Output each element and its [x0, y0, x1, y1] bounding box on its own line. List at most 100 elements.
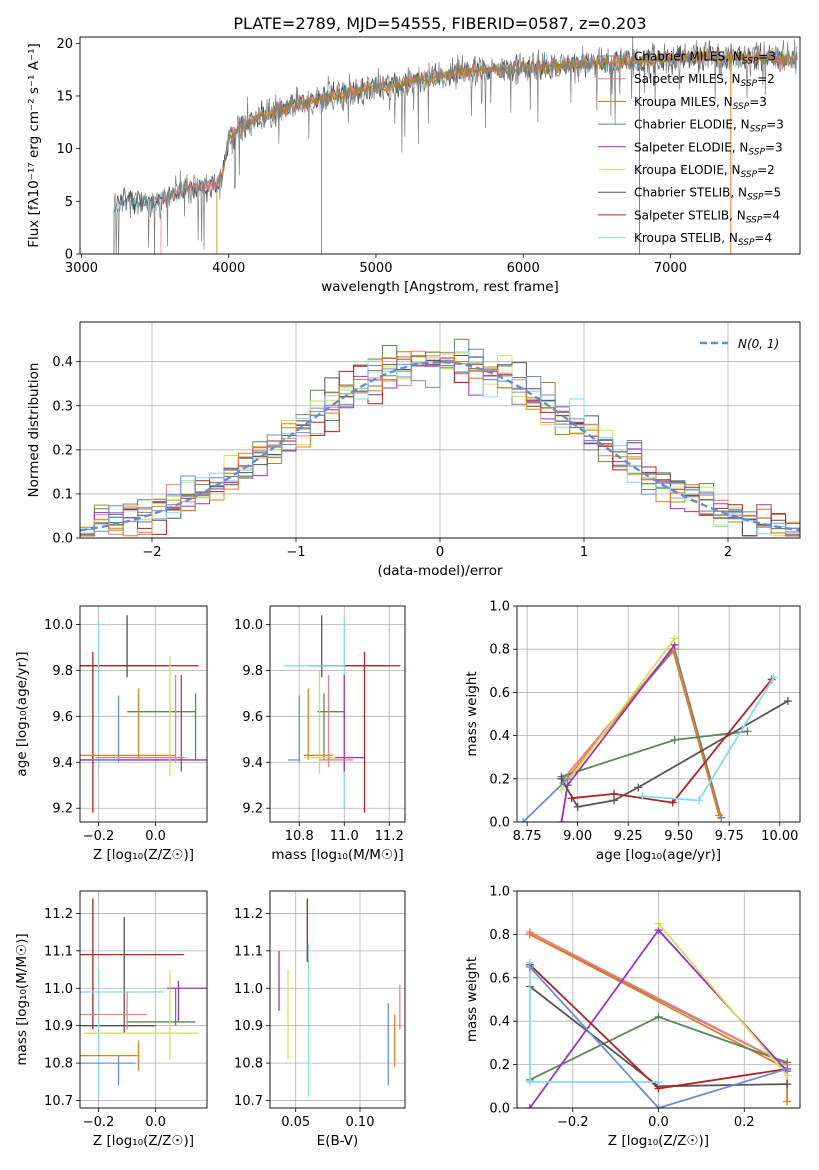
- y-tick-label: 9.6: [52, 710, 73, 725]
- weight-point: [654, 1077, 663, 1086]
- weight-point: [525, 930, 534, 939]
- y-axis-label: mass weight: [464, 671, 480, 756]
- weight-point: [670, 634, 679, 643]
- x-tick-label: 6000: [507, 261, 540, 276]
- panel-mass-weight-vs-age: 8.75 9.00 9.25 9.50 9.75 10.00 0.0 0.2 0.4 0.6 0.8…: [464, 600, 801, 863]
- y-tick-label: 0.4: [489, 729, 510, 744]
- x-tick-label: 0: [436, 545, 444, 560]
- panel-mass-vs-E(B-V): 0.05 0.10 10.7 10.8 10.9 11.0 11.1 11.2 E(B-V): [234, 890, 406, 1149]
- weight-point: [715, 811, 724, 820]
- legend-entry: Chabrier MILES, NSSP=3: [634, 50, 776, 67]
- y-tick-label: 0.0: [489, 1102, 510, 1117]
- axes-frame: [269, 890, 406, 1109]
- weight-point: [783, 1080, 792, 1089]
- weight-point: [783, 1064, 792, 1073]
- axes-frame: [269, 605, 406, 823]
- x-axis-label: wavelength [Angstrom, rest frame]: [321, 279, 559, 295]
- x-axis-label: mass [log₁₀(M/M☉)]: [271, 847, 403, 863]
- y-tick-label: 0.1: [52, 487, 73, 502]
- y-axis-label: Flux [fλ10⁻¹⁷ erg cm⁻² s⁻¹ A⁻¹]: [26, 43, 42, 248]
- y-tick-label: 10.7: [234, 1094, 263, 1109]
- y-tick-label: 10.9: [234, 1019, 263, 1034]
- weight-point: [557, 818, 566, 822]
- panel-age-vs-metallicity: −0.2 0.0 9.2 9.4 9.6 9.8 10.0 Z [log₁₀(Z/Z☉)] ag…: [14, 605, 208, 863]
- x-tick-label: 0.10: [346, 1115, 375, 1130]
- y-tick-label: 10.9: [44, 1019, 73, 1034]
- y-tick-label: 10: [56, 142, 73, 157]
- weight-line: [522, 778, 569, 822]
- x-tick-label: 10.00: [761, 829, 798, 844]
- weight-point: [563, 774, 572, 783]
- weight-point: [567, 794, 576, 803]
- y-tick-label: 0.2: [489, 1058, 510, 1073]
- y-tick-label: 11.2: [234, 907, 263, 922]
- weight-line: [560, 637, 676, 791]
- y-tick-label: 0.8: [489, 643, 510, 658]
- x-tick-label: 11.0: [330, 829, 359, 844]
- y-tick-label: 0.0: [489, 816, 510, 831]
- y-tick-label: 0: [65, 248, 73, 263]
- spectrum-legend: Chabrier MILES, NSSP=3 Salpeter MILES, NS…: [598, 50, 784, 248]
- y-tick-label: 9.8: [52, 664, 73, 679]
- x-tick-label: 0.0: [145, 1115, 166, 1130]
- spectrum-line: [113, 37, 798, 254]
- y-tick-label: 1.0: [489, 600, 510, 615]
- y-tick-label: 0.4: [489, 1015, 510, 1030]
- legend-entry: Chabrier STELIB, NSSP=5: [634, 186, 781, 203]
- panel-mass-vs-metallicity: −0.2 0.0 10.7 10.8 10.9 11.0 11.1 11.2 Z [log₁₀(…: [14, 890, 208, 1149]
- y-tick-label: 9.8: [242, 664, 263, 679]
- y-tick-label: 0.3: [52, 399, 73, 414]
- x-tick-label: 2: [724, 545, 732, 560]
- x-axis-label: (data-model)/error: [377, 563, 503, 579]
- y-tick-label: 11.2: [44, 907, 73, 922]
- weight-line: [560, 700, 789, 808]
- legend-entry: N(0, 1): [738, 337, 779, 351]
- legend-entry: Salpeter ELODIE, NSSP=3: [634, 140, 783, 157]
- weight-point: [654, 919, 663, 928]
- legend-entry: Salpeter MILES, NSSP=2: [634, 72, 775, 89]
- plot-area: [113, 37, 798, 254]
- weight-point: [557, 785, 566, 794]
- y-tick-label: 10.7: [44, 1094, 73, 1109]
- weight-line: [562, 647, 720, 816]
- legend-entry: Chabrier ELODIE, NSSP=3: [634, 118, 784, 135]
- x-tick-label: 9.00: [563, 829, 592, 844]
- weight-point: [694, 796, 703, 805]
- x-tick-label: 8.75: [513, 829, 542, 844]
- y-tick-label: 0.2: [489, 772, 510, 787]
- y-tick-label: 1.0: [489, 885, 510, 900]
- weight-point: [519, 818, 528, 822]
- histogram-legend: N(0, 1): [700, 337, 779, 351]
- y-tick-label: 15: [56, 89, 73, 104]
- y-tick-label: 0.2: [52, 443, 73, 458]
- y-tick-label: 9.2: [242, 802, 263, 817]
- plot-area: [519, 634, 792, 822]
- panel-age-vs-mass: 10.8 11.0 11.2 9.2 9.4 9.6 9.8 10.0 mass [log₁₀(…: [234, 605, 406, 863]
- x-tick-label: 0.0: [648, 1115, 669, 1130]
- weight-point: [670, 735, 679, 744]
- histogram-series: [80, 351, 800, 538]
- y-tick-label: 11.0: [44, 982, 73, 997]
- plot-area: [80, 338, 800, 538]
- x-tick-label: −0.2: [557, 1115, 589, 1130]
- weight-line: [560, 644, 676, 822]
- histogram-series: [80, 356, 800, 538]
- weight-line: [529, 966, 788, 1108]
- x-tick-label: 11.2: [375, 829, 404, 844]
- x-tick-label: 0.2: [734, 1115, 755, 1130]
- weight-line: [571, 678, 773, 804]
- figure-title: PLATE=2789, MJD=54555, FIBERID=0587, z=0…: [233, 14, 646, 33]
- x-tick-label: 9.25: [614, 829, 643, 844]
- plot-area: [80, 615, 207, 813]
- x-tick-label: −1: [286, 545, 305, 560]
- y-tick-label: 9.4: [242, 756, 263, 771]
- legend-entry: Kroupa ELODIE, NSSP=2: [634, 163, 775, 180]
- x-axis-label: Z [log₁₀(Z/Z☉)]: [608, 1133, 709, 1149]
- x-tick-label: −0.2: [83, 829, 115, 844]
- weight-point: [783, 697, 792, 706]
- y-axis-label: mass weight: [464, 957, 480, 1042]
- weight-line: [657, 922, 788, 1077]
- y-tick-label: 10.0: [44, 618, 73, 633]
- spectrum-line: [216, 48, 798, 254]
- y-tick-label: 0.6: [489, 971, 510, 986]
